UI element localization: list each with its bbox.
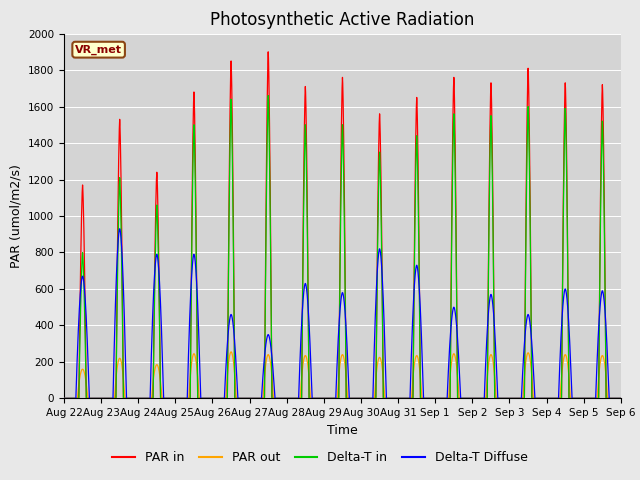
Text: VR_met: VR_met <box>75 45 122 55</box>
Title: Photosynthetic Active Radiation: Photosynthetic Active Radiation <box>210 11 475 29</box>
Y-axis label: PAR (umol/m2/s): PAR (umol/m2/s) <box>10 164 22 268</box>
X-axis label: Time: Time <box>327 424 358 437</box>
Legend: PAR in, PAR out, Delta-T in, Delta-T Diffuse: PAR in, PAR out, Delta-T in, Delta-T Dif… <box>107 446 533 469</box>
